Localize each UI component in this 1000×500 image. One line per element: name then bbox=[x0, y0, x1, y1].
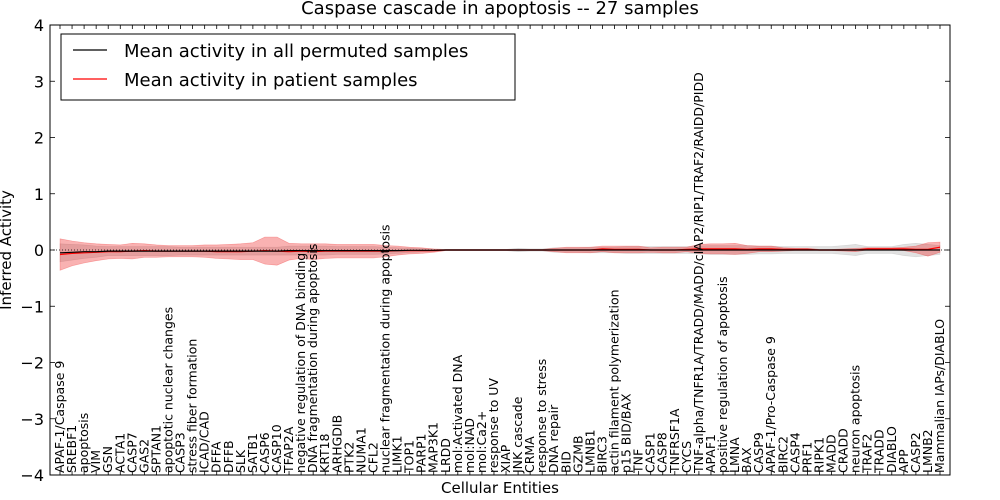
x-tick-label: PARP1 bbox=[414, 434, 429, 473]
y-tick-label: −4 bbox=[20, 466, 44, 485]
x-tick-label: negative regulation of DNA binding bbox=[293, 253, 308, 473]
patient-spread-band bbox=[59, 236, 941, 271]
x-tick-label: response to UV bbox=[486, 378, 501, 473]
x-tick-label: SPTAN1 bbox=[148, 425, 163, 473]
x-tick-label: response to stress bbox=[534, 359, 549, 473]
x-tick-label: APAF-1/Pro-Caspase 9 bbox=[763, 336, 778, 473]
x-tick-label: SLK bbox=[233, 449, 248, 473]
x-tick-label: CASP8 bbox=[655, 432, 670, 473]
x-tick-label: TRADD bbox=[872, 429, 887, 474]
x-tick-label: APAF-1/Caspase 9 bbox=[52, 361, 67, 473]
x-tick-label: JNK cascade bbox=[510, 396, 525, 474]
y-axis: APAF-1/Caspase 9SREBF1apoptosisVIMGSNACT… bbox=[20, 16, 950, 485]
x-tick-label: ICAD/CAD bbox=[197, 411, 212, 473]
x-tick-label: Mammalian IAPs/DIABLO bbox=[932, 319, 947, 473]
x-axis-label: Cellular Entities bbox=[441, 479, 559, 497]
x-tick-label: CFL2 bbox=[365, 442, 380, 473]
x-tick-label: VIM bbox=[88, 450, 103, 473]
x-tick-label: PRF1 bbox=[799, 442, 814, 473]
x-tick-label: BAX bbox=[739, 447, 754, 473]
x-tick-label: CASP6 bbox=[257, 432, 272, 473]
chart-title: Caspase cascade in apoptosis -- 27 sampl… bbox=[301, 0, 699, 19]
x-tick-label: neuron apoptosis bbox=[848, 365, 863, 473]
x-tick-label: CASP7 bbox=[124, 432, 139, 473]
x-tick-label: BIRC2 bbox=[775, 436, 790, 473]
x-tick-label: KRT18 bbox=[317, 433, 332, 473]
x-tick-label: APAF1 bbox=[703, 434, 718, 473]
x-tick-label: mol:NAD bbox=[462, 418, 477, 473]
y-tick-label: 1 bbox=[34, 185, 44, 204]
x-tick-label: MAP3K1 bbox=[426, 422, 441, 473]
x-tick-label: SATB1 bbox=[245, 433, 260, 473]
x-tick-label: mol:Ca2+ bbox=[474, 411, 489, 473]
x-tick-label: LIMK1 bbox=[390, 435, 405, 473]
x-tick-label: DNA repair bbox=[546, 404, 561, 473]
y-tick-label: −2 bbox=[20, 354, 44, 373]
x-tick-label: ARHGDIB bbox=[329, 415, 344, 473]
y-tick-label: −3 bbox=[20, 410, 44, 429]
x-tick-label: mol:Activated DNA bbox=[450, 354, 465, 473]
x-tick-label: p15 BID/BAX bbox=[619, 393, 634, 473]
x-tick-label: CASP4 bbox=[787, 432, 802, 473]
x-tick-label: MADD bbox=[824, 434, 839, 473]
x-tick-label: actin filament polymerization bbox=[607, 289, 622, 473]
plot-area bbox=[50, 236, 950, 271]
x-tick-label: TNF-alpha/TNFR1A/TRADD/MADD/cIAP2/RIP1/T… bbox=[691, 72, 706, 474]
x-tick-label: TRAF2 bbox=[860, 433, 875, 474]
x-tick-label: DNA fragmentation during apoptosis bbox=[305, 244, 320, 473]
x-tick-label: CYCS bbox=[679, 441, 694, 473]
x-tick-label: CASP2 bbox=[908, 432, 923, 473]
x-tick-label: TOP1 bbox=[402, 440, 417, 474]
x-tick-label: NUMA1 bbox=[353, 427, 368, 473]
legend-label-permuted: Mean activity in all permuted samples bbox=[124, 41, 468, 62]
x-tick-label: LRDD bbox=[438, 438, 453, 473]
x-tick-label: LMNA bbox=[727, 437, 742, 473]
x-tick-label: LMNB2 bbox=[920, 429, 935, 473]
x-tick-label: TFAP2A bbox=[281, 426, 296, 474]
y-tick-label: 2 bbox=[34, 129, 44, 148]
x-tick-label: BIRC3 bbox=[594, 436, 609, 473]
x-tick-label: RIPK1 bbox=[811, 437, 826, 473]
y-tick-label: 3 bbox=[34, 72, 44, 91]
legend-box bbox=[60, 33, 516, 101]
x-tick-label: CASP9 bbox=[751, 432, 766, 473]
x-tick-label: TNFRSF1A bbox=[667, 408, 682, 474]
x-tick-label: CRADD bbox=[836, 428, 851, 473]
x-tick-label: positive regulation of apoptosis bbox=[715, 276, 730, 473]
x-tick-label: BID bbox=[558, 451, 573, 473]
x-tick-label: GAS2 bbox=[136, 439, 151, 473]
x-tick-label: CASP10 bbox=[269, 424, 284, 473]
x-tick-label: DFFA bbox=[209, 441, 224, 473]
y-tick-label: 0 bbox=[34, 241, 44, 260]
x-tick-label: DIABLO bbox=[884, 426, 899, 473]
x-tick-label: SREBF1 bbox=[64, 425, 79, 473]
y-tick-label: −1 bbox=[20, 297, 44, 316]
x-tick-label: CASP3 bbox=[173, 432, 188, 473]
x-tick-label: ACTA1 bbox=[112, 433, 127, 473]
x-tick-label: LMNB1 bbox=[582, 429, 597, 473]
x-tick-label: DFFB bbox=[221, 440, 236, 473]
x-tick-label: CASP1 bbox=[643, 432, 658, 473]
x-tick-label: PTK2 bbox=[341, 442, 356, 473]
x-tick-label: CRMA bbox=[522, 436, 537, 473]
x-tick-label: nuclear fragmentation during apoptosis bbox=[377, 224, 392, 473]
x-tick-label: GSN bbox=[100, 446, 115, 473]
x-tick-label: GZMB bbox=[570, 435, 585, 473]
x-tick-label: apoptosis bbox=[76, 413, 91, 473]
series-line-permuted bbox=[59, 249, 940, 254]
x-tick-label: XIAP bbox=[498, 444, 513, 473]
permuted-spread-band bbox=[59, 242, 941, 263]
legend-label-patient: Mean activity in patient samples bbox=[124, 70, 418, 91]
y-axis-label: Inferred Activity bbox=[0, 190, 15, 310]
x-tick-label: APP bbox=[896, 449, 911, 473]
y-tick-label: 4 bbox=[34, 16, 44, 35]
legend: Mean activity in all permuted samples Me… bbox=[60, 33, 516, 101]
x-tick-label: stress fiber formation bbox=[185, 339, 200, 473]
x-tick-label: TNF bbox=[631, 449, 646, 474]
x-tick-label: apoptotic nuclear changes bbox=[160, 307, 175, 473]
